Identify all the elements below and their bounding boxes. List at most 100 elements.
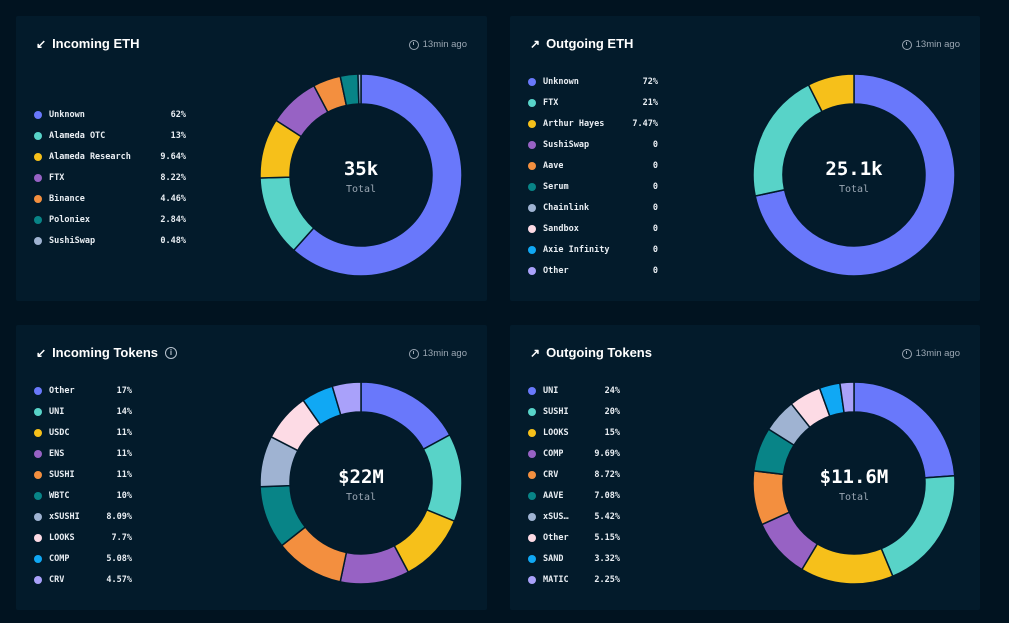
legend-color-dot bbox=[34, 512, 42, 521]
legend-color-dot bbox=[528, 386, 536, 395]
legend-item[interactable]: Chainlink 0 bbox=[528, 197, 658, 218]
total-value: 35k bbox=[343, 158, 379, 180]
legend-item[interactable]: Sandbox 0 bbox=[528, 218, 658, 239]
donut-slice[interactable] bbox=[360, 381, 451, 451]
legend-item[interactable]: UNI 24% bbox=[528, 380, 620, 401]
legend-label: Chainlink bbox=[543, 202, 590, 213]
legend-item[interactable]: Serum 0 bbox=[528, 176, 658, 197]
legend-label: Axie Infinity bbox=[543, 244, 610, 255]
legend-label: SAND bbox=[543, 553, 564, 564]
legend-item[interactable]: LOOKS 15% bbox=[528, 422, 620, 443]
donut-slice[interactable] bbox=[754, 73, 956, 277]
legend-color-dot bbox=[528, 470, 536, 479]
donut-slice[interactable] bbox=[422, 433, 463, 523]
donut-slice[interactable] bbox=[839, 381, 855, 414]
legend-item[interactable]: LOOKS 7.7% bbox=[34, 527, 132, 548]
legend-item[interactable]: Other 0 bbox=[528, 260, 658, 281]
legend-color-dot bbox=[528, 245, 536, 254]
arrow-up-right-icon: ↗ bbox=[530, 345, 541, 360]
donut-center: $22M Total bbox=[301, 466, 421, 503]
legend-item[interactable]: SUSHI 11% bbox=[34, 464, 132, 485]
incoming-eth-title: ↙ Incoming ETH bbox=[36, 36, 139, 51]
legend-item[interactable]: USDC 11% bbox=[34, 422, 132, 443]
legend-item[interactable]: AAVE 7.08% bbox=[528, 485, 620, 506]
legend-value: 9.64% bbox=[160, 151, 186, 162]
legend-label: USDC bbox=[49, 427, 70, 438]
legend-item[interactable]: SushiSwap 0 bbox=[528, 134, 658, 155]
total-label: Total bbox=[345, 184, 377, 195]
legend-item[interactable]: FTX 21% bbox=[528, 92, 658, 113]
donut-slice[interactable] bbox=[807, 73, 855, 113]
donut-slice[interactable] bbox=[853, 381, 956, 479]
total-value: $11.6M bbox=[819, 466, 889, 488]
legend-item[interactable]: WBTC 10% bbox=[34, 485, 132, 506]
legend-item[interactable]: COMP 9.69% bbox=[528, 443, 620, 464]
legend-color-dot bbox=[528, 407, 536, 416]
donut-slice[interactable] bbox=[292, 73, 463, 277]
legend-value: 17% bbox=[116, 385, 132, 396]
clock-icon bbox=[408, 39, 419, 50]
legend-item[interactable]: Unknown 62% bbox=[34, 104, 186, 125]
donut-slice[interactable] bbox=[357, 73, 362, 105]
legend-label: Sandbox bbox=[543, 223, 579, 234]
legend-value: 0 bbox=[652, 265, 658, 276]
donut-center: 25.1k Total bbox=[794, 158, 914, 195]
legend-label: xSUSHI bbox=[49, 511, 80, 522]
legend-item[interactable]: COMP 5.08% bbox=[34, 548, 132, 569]
legend-value: 4.57% bbox=[106, 574, 132, 585]
legend-item[interactable]: Aave 0 bbox=[528, 155, 658, 176]
legend-label: CRV bbox=[49, 574, 65, 585]
legend-color-dot bbox=[34, 470, 42, 479]
timestamp: 13min ago bbox=[408, 39, 467, 50]
legend-value: 72% bbox=[642, 76, 658, 87]
legend: Unknown 62% Alameda OTC 13% Alameda Research… bbox=[34, 104, 186, 251]
legend-item[interactable]: Binance 4.46% bbox=[34, 188, 186, 209]
legend-item[interactable]: UNI 14% bbox=[34, 401, 132, 422]
donut-slice[interactable] bbox=[339, 544, 410, 585]
legend: UNI 24% SUSHI 20% LOOKS 15% COMP 9.69% CRV 8.72% A… bbox=[528, 380, 620, 590]
legend-value: 7.47% bbox=[632, 118, 658, 129]
legend-color-dot bbox=[34, 407, 42, 416]
legend-item[interactable]: Poloniex 2.84% bbox=[34, 209, 186, 230]
legend-value: 14% bbox=[116, 406, 132, 417]
legend-label: Unknown bbox=[49, 109, 85, 120]
legend-item[interactable]: CRV 8.72% bbox=[528, 464, 620, 485]
legend-color-dot bbox=[528, 140, 536, 149]
legend-item[interactable]: SAND 3.32% bbox=[528, 548, 620, 569]
clock-icon bbox=[408, 348, 419, 359]
legend-item[interactable]: CRV 4.57% bbox=[34, 569, 132, 590]
donut-slice[interactable] bbox=[800, 542, 894, 585]
legend-color-dot bbox=[34, 110, 42, 119]
legend-item[interactable]: MATIC 2.25% bbox=[528, 569, 620, 590]
legend-item[interactable]: xSUS… 5.42% bbox=[528, 506, 620, 527]
legend-item[interactable]: Unknown 72% bbox=[528, 71, 658, 92]
donut-chart bbox=[259, 73, 463, 277]
legend-item[interactable]: Alameda OTC 13% bbox=[34, 125, 186, 146]
legend-item[interactable]: Arthur Hayes 7.47% bbox=[528, 113, 658, 134]
legend-item[interactable]: Other 5.15% bbox=[528, 527, 620, 548]
legend-item[interactable]: FTX 8.22% bbox=[34, 167, 186, 188]
legend-label: COMP bbox=[49, 553, 70, 564]
legend-value: 10% bbox=[116, 490, 132, 501]
legend-item[interactable]: ENS 11% bbox=[34, 443, 132, 464]
legend-label: UNI bbox=[49, 406, 65, 417]
legend-value: 7.7% bbox=[111, 532, 132, 543]
legend-value: 11% bbox=[116, 469, 132, 480]
legend-item[interactable]: xSUSHI 8.09% bbox=[34, 506, 132, 527]
legend-item[interactable]: Other 17% bbox=[34, 380, 132, 401]
legend-label: Other bbox=[49, 385, 75, 396]
legend-label: Aave bbox=[543, 160, 564, 171]
legend-item[interactable]: SushiSwap 0.48% bbox=[34, 230, 186, 251]
legend-item[interactable]: SUSHI 20% bbox=[528, 401, 620, 422]
timestamp: 13min ago bbox=[408, 348, 467, 359]
info-icon[interactable]: i bbox=[165, 346, 177, 359]
legend-value: 62% bbox=[170, 109, 186, 120]
legend-value: 0 bbox=[652, 223, 658, 234]
donut-slice[interactable] bbox=[331, 381, 362, 416]
legend-color-dot bbox=[34, 215, 42, 224]
legend-item[interactable]: Axie Infinity 0 bbox=[528, 239, 658, 260]
legend-color-dot bbox=[34, 236, 42, 245]
legend-item[interactable]: Alameda Research 9.64% bbox=[34, 146, 186, 167]
legend-color-dot bbox=[528, 575, 536, 584]
legend-color-dot bbox=[528, 491, 536, 500]
